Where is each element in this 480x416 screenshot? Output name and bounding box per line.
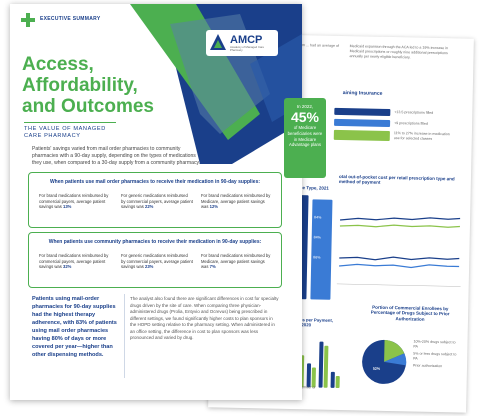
back-page: individuals who were from ... had an ave… <box>208 33 474 413</box>
chart1-pct-5: 84% <box>313 235 321 240</box>
pie-value: 52% <box>372 366 381 371</box>
pie-legend-1: 10%-20% drugs subject to PA <box>413 339 456 349</box>
front-page: EXECUTIVE SUMMARY AMCP Academy of Manage… <box>10 4 302 400</box>
back-top-right-text: Medicaid expansion through the ACA led t… <box>349 44 449 60</box>
pie-legend-3: Prior authorization <box>412 363 443 369</box>
community-cell-3: For brand medications reimbursed by Medi… <box>201 253 271 270</box>
stat-value: 45% <box>290 109 320 125</box>
insurance-label-1: +13.5 prescriptions filled <box>394 110 434 115</box>
chart3-bar <box>306 363 312 388</box>
stat-pre: In 2022, <box>296 104 314 109</box>
amcp-logo-subtext: Academy of Managed Care Pharmacy <box>230 45 265 53</box>
chart2-title: otal out-of-pocket cost per retail presc… <box>338 173 455 186</box>
mail-order-box: When patients use mail order pharmacies … <box>28 172 282 228</box>
chart1-pct-6: 86% <box>313 255 321 260</box>
amcp-logo-icon <box>210 34 226 50</box>
amcp-logo-text: AMCP <box>230 34 263 46</box>
amcp-logo: AMCP Academy of Managed Care Pharmacy <box>206 30 278 56</box>
insurance-bar-private: PRIVATE COVERAGE <box>334 118 391 134</box>
insurance-label-2: +9 prescriptions filled <box>394 121 428 126</box>
title-line-2: Affordability, <box>22 75 138 96</box>
insurance-bar-part-d: MEDICARE PART D <box>333 129 390 145</box>
chart3-bar <box>335 375 340 389</box>
intro-paragraph: Patients' savings varied from mail order… <box>32 146 201 167</box>
executive-summary-badge: EXECUTIVE SUMMARY <box>40 16 101 22</box>
community-cell-2: For generic medications reimbursed by co… <box>121 253 193 270</box>
insurance-bar-medicaid: MEDICAID <box>334 107 391 122</box>
title-line-3: and Outcomes <box>22 96 154 117</box>
stat-post: of Medicare beneficiaries were in Medica… <box>287 125 323 148</box>
mail-order-box-title: When patients use mail order pharmacies … <box>49 179 261 185</box>
title-line-1: Access, <box>22 54 94 75</box>
pie-title: Portion of Commercial Enrollees by Perce… <box>370 304 450 322</box>
insurance-heading: aining Insurance <box>342 90 383 97</box>
pie-legend-2: 5% or less drugs subject to PA <box>413 351 457 361</box>
chart2-lines <box>336 217 461 287</box>
chart1-pct-4: 84% <box>314 215 322 220</box>
medicare-stat-callout: In 2022, 45% of Medicare beneficiaries w… <box>284 98 326 178</box>
plus-icon <box>20 12 36 28</box>
community-box: When patients use community pharmacies t… <box>28 232 282 288</box>
page-title: Access, Affordability, and Outcomes <box>22 54 154 117</box>
insurance-label-3: 11% to 27% increase in medication use fo… <box>393 131 450 141</box>
chart3-bar <box>330 371 335 388</box>
page-subtitle: THE VALUE OF MANAGED CARE PHARMACY <box>24 122 116 141</box>
mail-cell-1: For brand medications reimbursed by comm… <box>39 193 109 210</box>
body-paragraph: The analyst also found there are signifi… <box>130 296 279 341</box>
community-cell-1: For brand medications reimbursed by comm… <box>39 253 109 270</box>
mail-cell-2: For generic medications reimbursed by co… <box>121 193 193 210</box>
column-divider <box>124 294 125 378</box>
chart3-bar <box>323 345 329 388</box>
pie-chart <box>362 339 407 384</box>
mail-cell-3: For brand medications reimbursed by Medi… <box>201 193 271 210</box>
community-box-title: When patients use community pharmacies t… <box>48 239 262 245</box>
adherence-highlight: Patients using mail-order pharmacies for… <box>32 296 117 358</box>
